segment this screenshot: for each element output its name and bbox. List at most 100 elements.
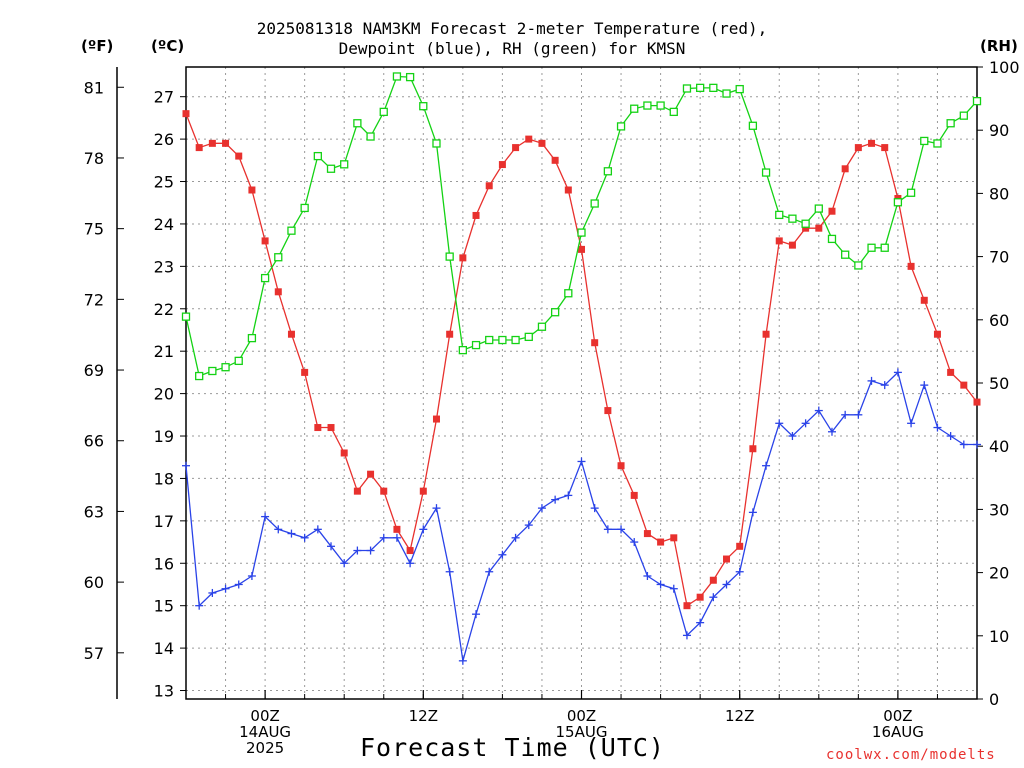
- rh-point: [471, 340, 481, 350]
- rh-tick-label: 60: [989, 311, 1009, 330]
- dewpoint-point: [274, 525, 283, 534]
- dewpoint-point: [458, 656, 467, 665]
- rh-point: [827, 234, 837, 244]
- dewpoint-point: [472, 610, 481, 619]
- temperature-point: [525, 135, 533, 143]
- temperature-point: [446, 330, 454, 338]
- temperature-point: [551, 156, 559, 164]
- dewpoint-point: [696, 618, 705, 627]
- rh-point: [867, 243, 876, 252]
- rh-point: [972, 96, 982, 106]
- chart-title-line-2: Dewpoint (blue), RH (green) for KMSN: [338, 39, 686, 58]
- temperature-point: [657, 538, 665, 546]
- temperature-point: [723, 555, 731, 563]
- rh-point: [247, 333, 257, 343]
- temperature-point: [195, 144, 203, 152]
- rh-point: [274, 253, 283, 262]
- dewpoint-point: [933, 423, 942, 432]
- dewpoint-point: [775, 419, 784, 428]
- fahrenheit-tick-label: 72: [84, 290, 104, 309]
- dewpoint-point: [221, 584, 230, 593]
- fahrenheit-tick-label: 69: [84, 361, 104, 380]
- rh-point: [326, 164, 336, 173]
- dewpoint-point: [313, 525, 322, 534]
- dewpoint-point: [445, 567, 454, 576]
- celsius-axis-unit: (ºC): [151, 37, 185, 55]
- rh-tick-label: 50: [989, 374, 1009, 393]
- dewpoint-point: [537, 504, 546, 513]
- rh-point: [498, 335, 507, 345]
- rh-tick-label: 20: [989, 564, 1009, 583]
- rh-tick-label: 0: [989, 690, 999, 709]
- rh-point: [933, 139, 942, 148]
- temperature-point: [841, 165, 849, 173]
- rh-point: [682, 84, 692, 93]
- rh-tick-label: 40: [989, 437, 1009, 456]
- x-tick-label: 00Z: [250, 707, 279, 725]
- fahrenheit-tick-label: 81: [84, 78, 104, 97]
- rh-point: [748, 121, 758, 130]
- temperature-point: [802, 224, 810, 232]
- fahrenheit-tick-label: 63: [84, 502, 104, 521]
- dewpoint-point: [788, 432, 797, 441]
- temperature-point: [828, 207, 836, 215]
- temperature-point: [327, 424, 335, 432]
- rh-point: [564, 289, 573, 298]
- fahrenheit-tick-label: 57: [84, 644, 104, 663]
- temperature-point: [815, 224, 823, 232]
- temperature-point: [604, 407, 612, 415]
- x-tick-label: 16AUG: [872, 723, 924, 741]
- temperature-point: [301, 368, 309, 376]
- rh-point: [893, 198, 903, 207]
- x-tick-label: 12Z: [409, 707, 438, 725]
- dewpoint-point: [247, 571, 256, 580]
- temperature-point: [248, 186, 256, 194]
- temperature-point: [287, 330, 295, 338]
- dewpoint-point: [577, 457, 586, 466]
- rh-point: [696, 83, 705, 93]
- temperature-point: [749, 445, 757, 453]
- celsius-tick-label: 21: [154, 342, 174, 361]
- dewpoint-point: [392, 533, 401, 542]
- temperature-point: [367, 470, 375, 478]
- temperature-point: [235, 152, 243, 160]
- rh-point: [722, 89, 731, 98]
- temperature-point: [907, 262, 915, 270]
- celsius-tick-label: 13: [154, 682, 174, 701]
- temperature-point: [736, 542, 744, 550]
- rh-point: [260, 273, 270, 283]
- rh-tick-label: 10: [989, 627, 1009, 646]
- rh-point: [419, 102, 428, 111]
- dewpoint-point: [735, 567, 744, 576]
- dewpoint-point: [762, 461, 771, 470]
- temperature-point: [933, 330, 941, 338]
- rh-tick-label: 70: [989, 248, 1009, 267]
- temperature-point: [881, 144, 889, 152]
- rh-point: [392, 72, 402, 81]
- temperature-point: [564, 186, 572, 194]
- rh-point: [603, 167, 613, 176]
- rh-point: [643, 101, 652, 110]
- dewpoint-point: [195, 601, 204, 610]
- temperature-point: [868, 139, 876, 147]
- rh-point: [775, 210, 784, 220]
- temperature-point: [274, 288, 282, 296]
- temperature-point: [498, 161, 506, 169]
- dewpoint-point: [814, 406, 823, 415]
- celsius-tick-label: 17: [154, 512, 174, 531]
- celsius-tick-label: 27: [154, 88, 174, 107]
- celsius-tick-label: 19: [154, 427, 174, 446]
- temperature-point: [432, 415, 440, 423]
- temperature-point: [538, 139, 546, 147]
- rh-point: [234, 356, 243, 366]
- rh-point: [340, 160, 349, 169]
- rh-point: [458, 345, 468, 355]
- temperature-point: [775, 237, 783, 245]
- chart-title-line-1: 2025081318 NAM3KM Forecast 2-meter Tempe…: [256, 19, 768, 38]
- dewpoint-point: [234, 580, 243, 589]
- dewpoint-point: [973, 440, 981, 449]
- dewpoint-point: [300, 533, 309, 542]
- rh-point: [577, 228, 586, 237]
